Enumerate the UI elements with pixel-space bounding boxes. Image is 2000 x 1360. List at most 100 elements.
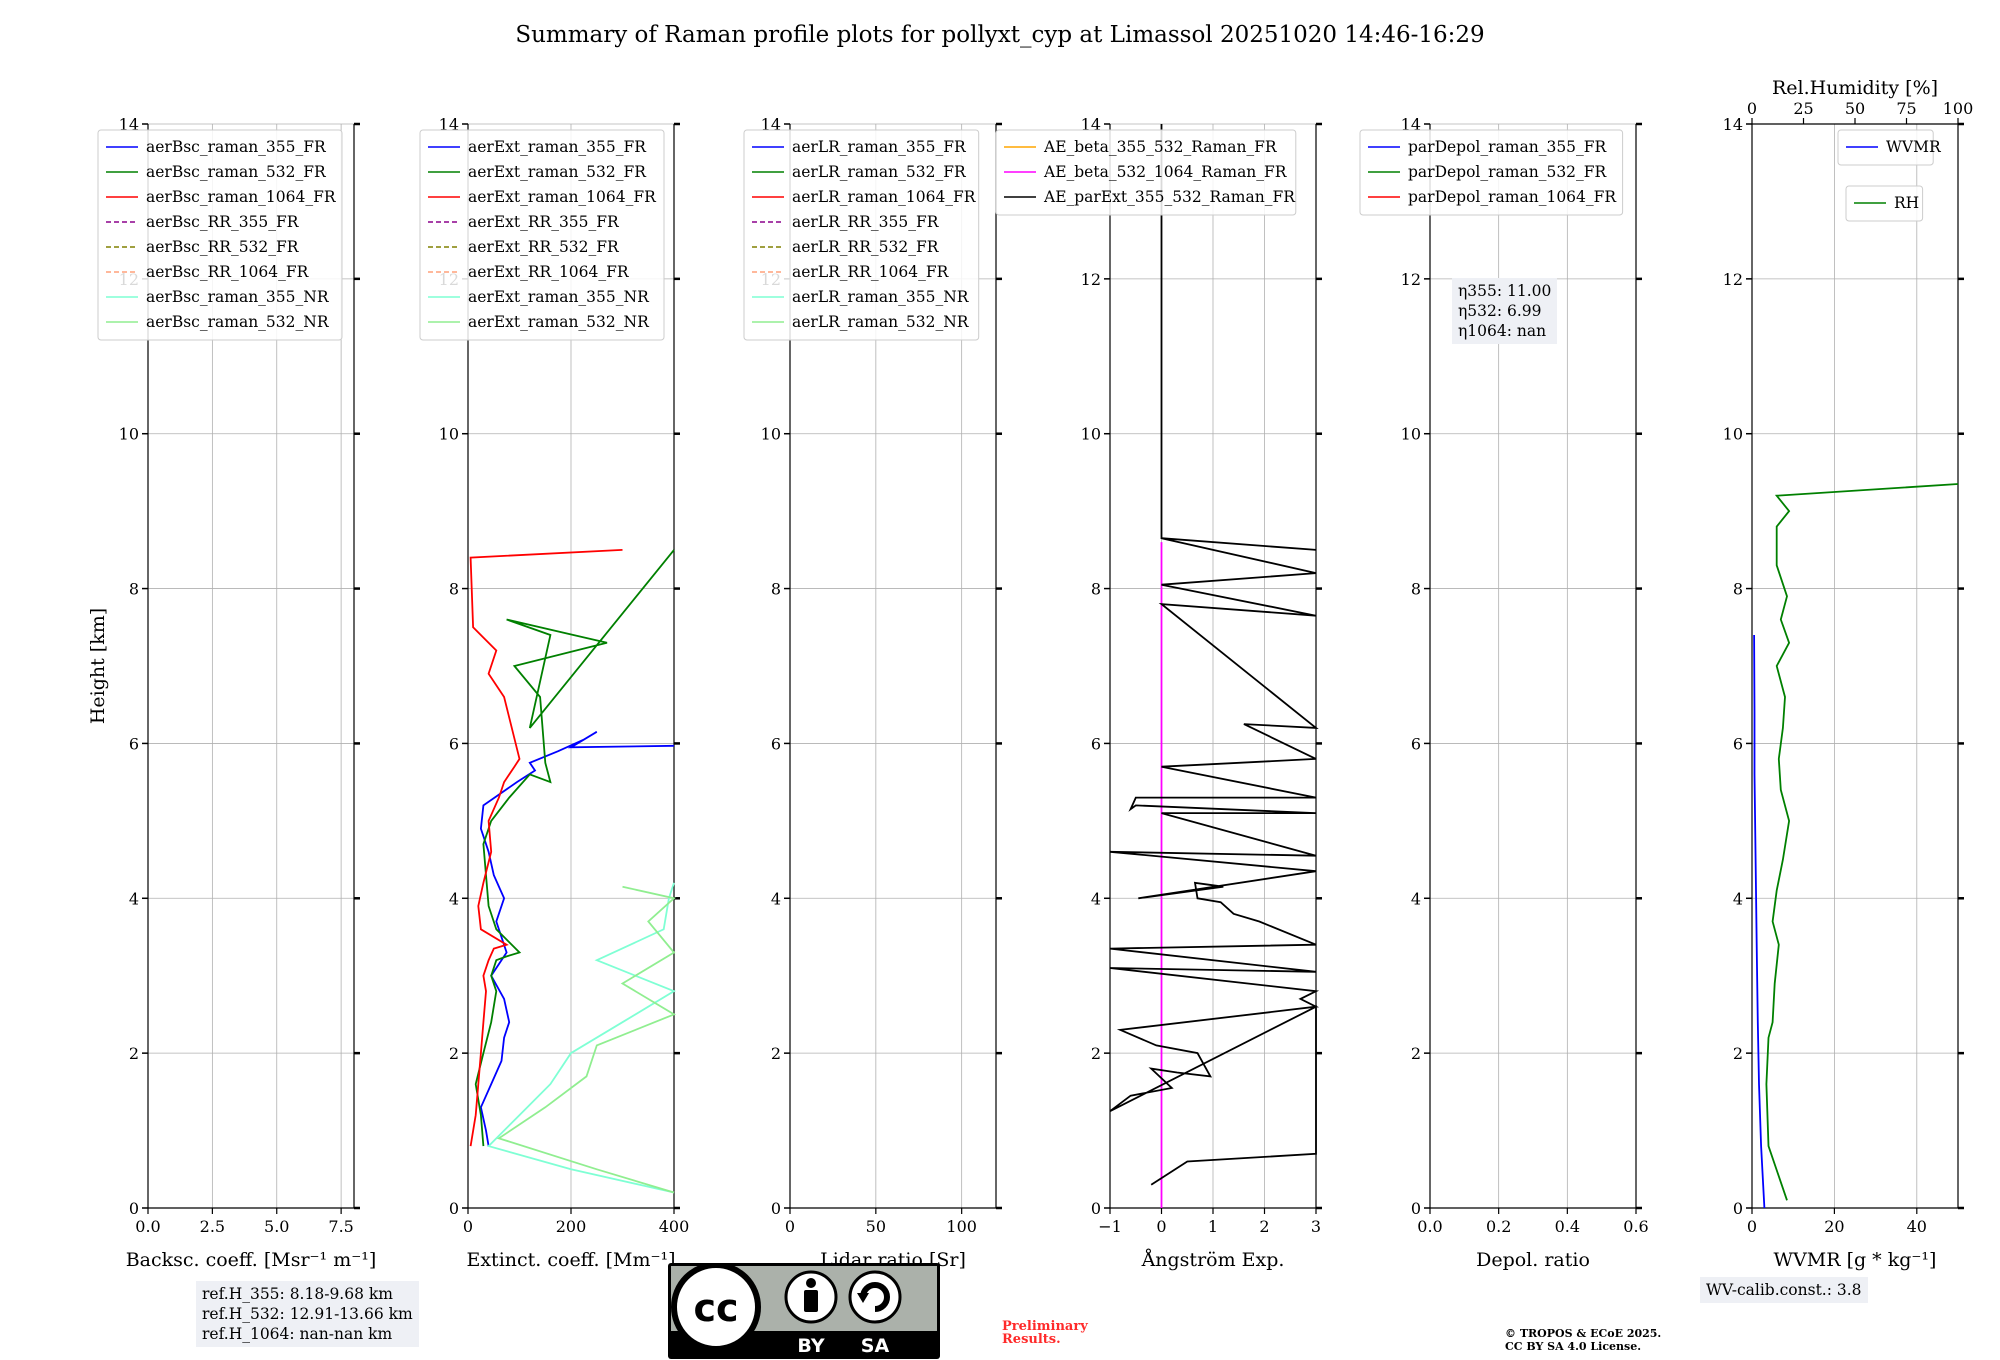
legend-label: aerExt_raman_1064_FR xyxy=(468,188,657,206)
series-AE_parExt_355_532_Raman_FR xyxy=(1109,124,1320,1186)
legend-label: parDepol_raman_355_FR xyxy=(1408,138,1608,156)
legend-label: parDepol_raman_1064_FR xyxy=(1408,188,1617,206)
legend-label: aerLR_raman_532_FR xyxy=(792,163,967,181)
legend-label: aerBsc_raman_355_FR xyxy=(146,138,327,156)
x-tick-label: 100 xyxy=(946,1217,977,1236)
x-tick-label: 0.4 xyxy=(1555,1217,1580,1236)
legend-label: aerBsc_raman_532_NR xyxy=(146,313,330,331)
x-tick-label: 0.0 xyxy=(1417,1217,1442,1236)
legend-lr: aerLR_raman_355_FR aerLR_raman_532_FR aerL… xyxy=(743,129,980,341)
y-tick-label: 10 xyxy=(1401,425,1421,444)
y-tick-label: 0 xyxy=(771,1199,781,1218)
y-tick-label: 8 xyxy=(449,580,459,599)
x-tick-label: 0 xyxy=(463,1217,473,1236)
top-x-tick-label: 100 xyxy=(1943,99,1974,118)
x-axis-label: Ångström Exp. xyxy=(1141,1249,1285,1271)
y-tick-label: 2 xyxy=(1733,1044,1743,1063)
reference-heights-box: ref.H_355: 8.18-9.68 km ref.H_532: 12.91… xyxy=(196,1281,419,1347)
legend-label: aerLR_RR_532_FR xyxy=(792,238,940,256)
y-tick-label: 14 xyxy=(761,115,781,134)
y-tick-label: 14 xyxy=(1723,115,1743,134)
series-RH xyxy=(1765,483,1959,1201)
y-tick-label: 10 xyxy=(119,425,139,444)
y-tick-label: 2 xyxy=(1091,1044,1101,1063)
x-tick-label: 50 xyxy=(866,1217,886,1236)
legend-bsc: aerBsc_raman_355_FR aerBsc_raman_532_FRae… xyxy=(97,129,343,341)
legend-dep: parDepol_raman_355_FR parDepol_raman_532_… xyxy=(1359,129,1624,216)
y-tick-label: 6 xyxy=(1733,734,1743,753)
x-tick-label: 0.6 xyxy=(1623,1217,1648,1236)
legend-ae: AE_beta_355_532_Raman_FR AE_beta_532_1064… xyxy=(995,129,1297,216)
x-tick-label: 20 xyxy=(1824,1217,1844,1236)
y-tick-label: 8 xyxy=(771,580,781,599)
legend-frame xyxy=(1837,129,1934,166)
legend-label: aerExt_raman_532_FR xyxy=(468,163,647,181)
by-label: BY xyxy=(797,1335,824,1357)
top-x-tick-label: 0 xyxy=(1747,99,1757,118)
legend-label: aerBsc_RR_355_FR xyxy=(146,213,300,231)
top-x-tick-label: 50 xyxy=(1845,99,1865,118)
ref-height-355: ref.H_355: 8.18-9.68 km xyxy=(202,1285,393,1303)
legend-ext: aerExt_raman_355_FR aerExt_raman_532_FRae… xyxy=(419,129,665,341)
legend-label: parDepol_raman_532_FR xyxy=(1408,163,1608,181)
y-tick-label: 6 xyxy=(449,734,459,753)
x-tick-label: −1 xyxy=(1098,1217,1122,1236)
x-axis-label: Depol. ratio xyxy=(1476,1249,1590,1271)
x-tick-label: 0.0 xyxy=(135,1217,160,1236)
y-tick-label: 4 xyxy=(1091,889,1101,908)
y-tick-label: 4 xyxy=(771,889,781,908)
ref-height-532: ref.H_532: 12.91-13.66 km xyxy=(202,1305,413,1323)
legend-label: AE_parExt_355_532_Raman_FR xyxy=(1043,188,1296,206)
y-axis-label: Height [km] xyxy=(87,608,109,724)
preliminary-note: Preliminary Results. xyxy=(1002,1319,1088,1347)
x-tick-label: 40 xyxy=(1907,1217,1927,1236)
series-WVMR xyxy=(1753,634,1766,1209)
share-alike-icon xyxy=(848,1270,902,1324)
y-tick-label: 14 xyxy=(1081,115,1101,134)
y-tick-label: 6 xyxy=(771,734,781,753)
license-line: CC BY SA 4.0 License. xyxy=(1505,1340,1642,1353)
legend-label: aerExt_RR_1064_FR xyxy=(468,263,630,281)
legend-frame xyxy=(97,129,343,341)
ref-height-1064: ref.H_1064: nan-nan km xyxy=(202,1325,393,1343)
y-tick-label: 10 xyxy=(1081,425,1101,444)
y-tick-label: 6 xyxy=(129,734,139,753)
y-tick-label: 8 xyxy=(129,580,139,599)
legend-label: aerLR_raman_355_FR xyxy=(792,138,967,156)
legend-label: AE_beta_532_1064_Raman_FR xyxy=(1043,163,1288,181)
x-axis-label: Extinct. coeff. [Mm⁻¹] xyxy=(466,1249,675,1271)
legend-label: aerLR_raman_532_NR xyxy=(792,313,970,331)
y-tick-label: 0 xyxy=(449,1199,459,1218)
eta-532: η532: 6.99 xyxy=(1458,302,1542,320)
x-tick-label: 0 xyxy=(785,1217,795,1236)
top-x-tick-label: 25 xyxy=(1793,99,1813,118)
eta-355: η355: 11.00 xyxy=(1458,282,1552,300)
legend-label: aerBsc_raman_355_NR xyxy=(146,288,330,306)
legend-frame xyxy=(995,129,1297,216)
legend-label: aerLR_RR_355_FR xyxy=(792,213,940,231)
cc-license-badge: cc BY SA xyxy=(668,1263,940,1359)
y-tick-label: 12 xyxy=(1081,270,1101,289)
legend-label: aerBsc_RR_1064_FR xyxy=(146,263,310,281)
depol-eta-box: η355: 11.00 η532: 6.99 η1064: nan xyxy=(1452,278,1558,344)
y-tick-label: 12 xyxy=(1723,270,1743,289)
y-tick-label: 2 xyxy=(1411,1044,1421,1063)
x-axis-label: WVMR [g * kg⁻¹] xyxy=(1774,1249,1937,1271)
x-axis-label: Backsc. coeff. [Msr⁻¹ m⁻¹] xyxy=(126,1249,377,1271)
y-tick-label: 8 xyxy=(1411,580,1421,599)
cc-circle-icon xyxy=(671,1263,761,1352)
x-tick-label: 3 xyxy=(1311,1217,1321,1236)
figure-title: Summary of Raman profile plots for polly… xyxy=(515,22,1485,48)
legend-label: WVMR xyxy=(1886,138,1942,156)
series-aerExt_raman_355_FR xyxy=(479,731,675,1147)
y-tick-label: 2 xyxy=(771,1044,781,1063)
x-tick-label: 200 xyxy=(556,1217,587,1236)
legend-label: AE_beta_355_532_Raman_FR xyxy=(1043,138,1278,156)
y-tick-label: 4 xyxy=(129,889,139,908)
legend-label: aerBsc_raman_1064_FR xyxy=(146,188,337,206)
y-tick-label: 12 xyxy=(1401,270,1421,289)
x-tick-label: 1 xyxy=(1208,1217,1218,1236)
y-tick-label: 14 xyxy=(1401,115,1421,134)
